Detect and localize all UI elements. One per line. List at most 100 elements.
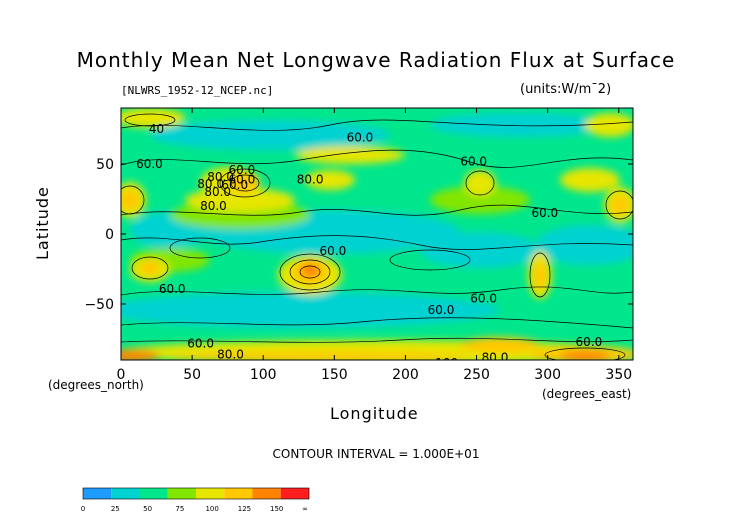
blob-hot	[121, 190, 140, 210]
contour-label: 80.0	[207, 170, 234, 184]
contour-line	[299, 265, 321, 279]
blob-high	[295, 146, 405, 164]
units-label: (units:W/m¯2)	[520, 82, 612, 97]
y-tick-label: 0	[105, 227, 114, 243]
contour-label: 80.0	[297, 173, 324, 187]
contour-line	[121, 149, 633, 168]
y-unit-label: (degrees_north)	[48, 378, 144, 392]
blob-high	[585, 113, 633, 137]
blob-high	[464, 170, 496, 196]
colorbar: 0 25 50 75 100 125 150 ∞	[81, 487, 310, 513]
colorbar-label: 75	[175, 505, 184, 513]
contour-line	[169, 237, 231, 259]
blob-high	[121, 108, 185, 128]
contour-interval-label: CONTOUR INTERVAL = 1.000E+01	[272, 447, 480, 461]
colorbar-label: 100	[205, 505, 218, 513]
colorbar-label: 25	[111, 505, 120, 513]
contour-label: 60.0	[187, 336, 214, 350]
y-axis: 50 0 −50	[84, 157, 633, 313]
x-tick-label: 250	[463, 367, 490, 383]
colorbar-swatch	[83, 488, 112, 499]
x-axis-label: Longitude	[330, 404, 419, 423]
blob-hotter	[560, 351, 610, 360]
contour-label: 60.0	[531, 206, 558, 220]
blob-low	[535, 225, 633, 265]
contour-line	[124, 113, 176, 127]
colorbar-label: 50	[143, 505, 152, 513]
x-unit-label: (degrees_east)	[542, 387, 632, 401]
contour-label: 80.0	[204, 185, 231, 199]
blob-high	[560, 168, 620, 192]
blob-hot	[170, 352, 470, 360]
contour-label: 80.0	[482, 350, 509, 364]
contour-lines	[121, 113, 633, 360]
blob-low	[420, 232, 540, 268]
x-tick-label: 350	[605, 367, 632, 383]
blob-low	[430, 113, 610, 137]
contour-label: 60.0	[428, 303, 455, 317]
blob-mid	[430, 186, 530, 214]
contour-label: 60.0	[229, 173, 256, 187]
contour-line	[230, 174, 260, 192]
colorbar-swatch	[139, 488, 168, 499]
colorbar-frame	[82, 487, 310, 500]
contour-line	[121, 235, 633, 250]
colorbar-label: 0	[81, 505, 85, 513]
blob-hot	[534, 261, 546, 289]
contour-label: 80.0	[197, 177, 224, 191]
contour-label: 60.0	[460, 154, 487, 168]
colorbar-label: 150	[270, 505, 283, 513]
x-tick-label: 300	[534, 367, 561, 383]
contour-line	[544, 347, 626, 360]
contour-label: 60.0	[347, 131, 374, 145]
blob-hot	[140, 261, 160, 275]
contour-line	[121, 119, 633, 131]
contour-label: 60.0	[229, 163, 256, 177]
contour-label: 60.0	[221, 178, 248, 192]
contour-label: 60.0	[576, 335, 603, 349]
contour-label: 40	[149, 122, 164, 136]
contour-line	[219, 168, 271, 198]
contour-label: 80.0	[200, 199, 227, 213]
y-tick-label: −50	[84, 297, 114, 313]
contour-label: 80.0	[217, 348, 244, 362]
chart-title: Monthly Mean Net Longwave Radiation Flux…	[76, 48, 676, 72]
blob-hot	[230, 173, 260, 193]
contour-line	[121, 286, 633, 296]
file-label: [NLWRS_1952-12_NCEP.nc]	[121, 84, 274, 97]
y-axis-label: Latitude	[33, 186, 52, 260]
contour-label: 60.0	[136, 157, 163, 171]
x-tick-label: 150	[321, 367, 348, 383]
colorbar-label: 125	[238, 505, 251, 513]
contour-line	[131, 256, 169, 280]
blob-hotter	[301, 263, 319, 277]
colorbar-swatch	[224, 488, 253, 499]
blob-hot	[610, 196, 630, 214]
contour-line	[389, 249, 471, 271]
colorbar-swatch	[196, 488, 225, 499]
contour-label: 60.0	[159, 282, 186, 296]
colorbar-swatch	[167, 488, 196, 499]
colorbar-swatch	[280, 488, 309, 499]
contour-line	[279, 253, 341, 291]
x-axis: 0 50 100 150 200 250 300 350	[117, 108, 632, 383]
x-tick-label: 100	[250, 367, 277, 383]
contour-line	[529, 252, 551, 298]
contour-line	[605, 190, 633, 220]
y-tick-label: 50	[96, 157, 114, 173]
x-tick-label: 200	[392, 367, 419, 383]
contour-line	[121, 185, 145, 215]
colorbar-swatch	[111, 488, 140, 499]
colorbar-swatch	[252, 488, 281, 499]
x-tick-label: 50	[183, 367, 201, 383]
x-tick-label: 0	[117, 367, 126, 383]
contour-line	[121, 337, 633, 343]
contour-line	[121, 204, 633, 216]
contour-label: 60.0	[470, 292, 497, 306]
blob-high	[305, 170, 355, 190]
blob-hot	[460, 337, 540, 353]
contour-line	[465, 170, 495, 196]
